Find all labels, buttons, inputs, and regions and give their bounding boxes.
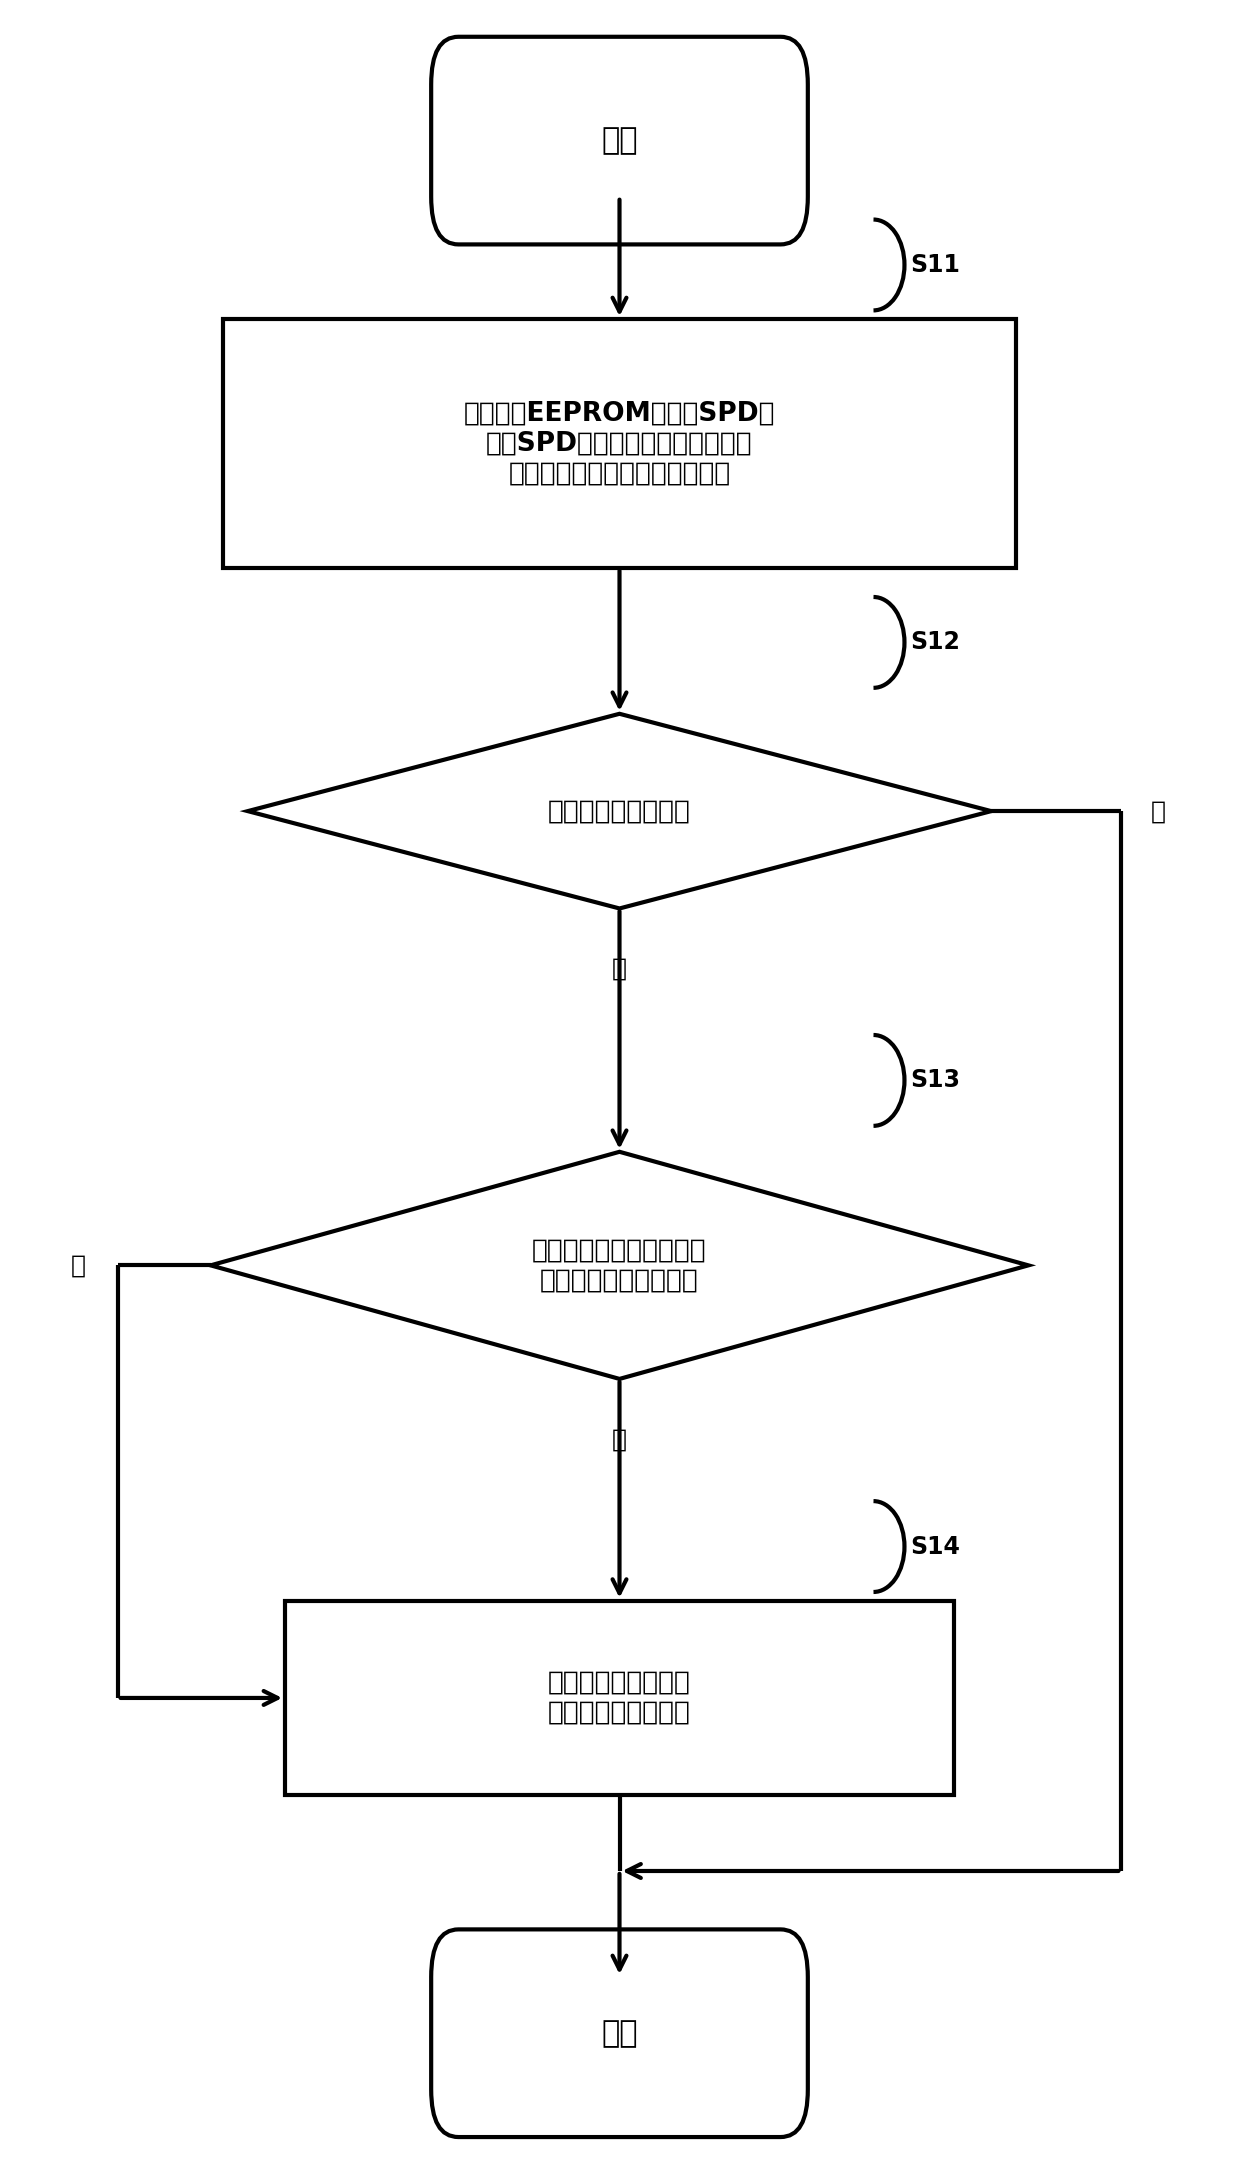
- Text: 否: 否: [612, 956, 627, 982]
- Text: 试运行初始化后的内存，
并判断试运行是否出错: 试运行初始化后的内存， 并判断试运行是否出错: [533, 1237, 706, 1293]
- FancyBboxPatch shape: [431, 37, 808, 244]
- Text: 是: 是: [612, 1428, 627, 1451]
- Bar: [285, 1601, 954, 1795]
- Text: S11: S11: [911, 253, 960, 277]
- FancyBboxPatch shape: [431, 1929, 808, 2137]
- Text: 开始: 开始: [601, 125, 638, 156]
- Text: 是: 是: [1151, 798, 1166, 824]
- Text: 从内存的EEPROM中获取SPD，
根据SPD中的配置信息对内存的各
个参数进行设置，并进行初始化: 从内存的EEPROM中获取SPD， 根据SPD中的配置信息对内存的各 个参数进行…: [463, 400, 776, 487]
- Polygon shape: [248, 714, 991, 908]
- Text: S12: S12: [911, 629, 960, 655]
- Text: 结束: 结束: [601, 2018, 638, 2048]
- Text: S13: S13: [911, 1069, 960, 1092]
- Text: 内存初始化是否出错: 内存初始化是否出错: [548, 798, 691, 824]
- Bar: [223, 320, 1016, 567]
- Text: 以默认的方式提示使
用者内存初始化出错: 以默认的方式提示使 用者内存初始化出错: [548, 1670, 691, 1726]
- Text: S14: S14: [911, 1534, 960, 1560]
- Text: 否: 否: [71, 1252, 85, 1278]
- Polygon shape: [211, 1151, 1028, 1380]
